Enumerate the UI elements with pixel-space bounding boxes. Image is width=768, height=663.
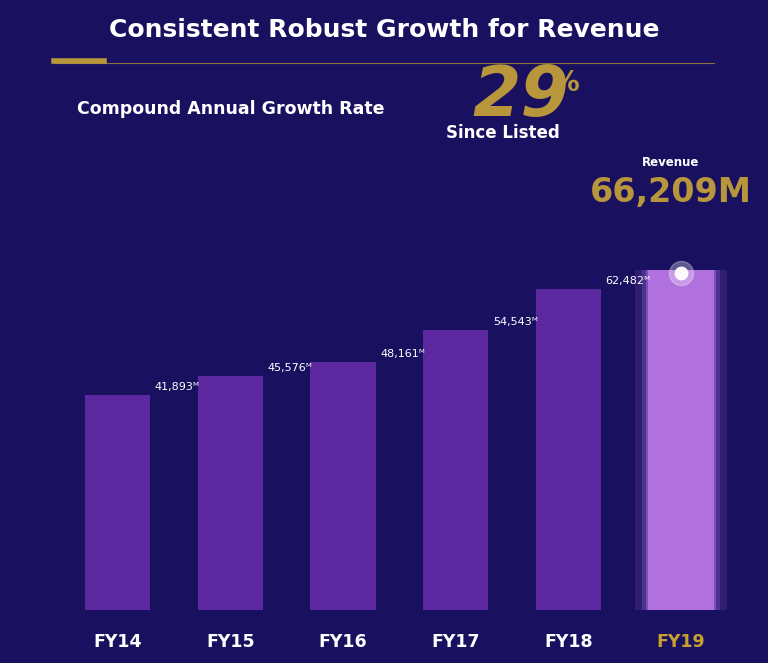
Bar [197, 376, 263, 610]
Point [675, 268, 687, 278]
Bar [423, 330, 488, 610]
Text: FY14: FY14 [94, 633, 142, 651]
Text: FY19: FY19 [657, 633, 705, 651]
Bar [648, 270, 713, 610]
Text: 41,893ᴹ: 41,893ᴹ [155, 382, 200, 392]
Bar [310, 363, 376, 610]
Text: 62,482ᴹ: 62,482ᴹ [605, 276, 650, 286]
Text: 54,543ᴹ: 54,543ᴹ [493, 317, 538, 327]
Bar [635, 270, 727, 610]
Text: 29: 29 [472, 62, 569, 130]
Text: Consistent Robust Growth for Revenue: Consistent Robust Growth for Revenue [109, 18, 659, 42]
Text: FY16: FY16 [319, 633, 367, 651]
Text: FY15: FY15 [206, 633, 255, 651]
Bar [535, 289, 601, 610]
Text: 48,161ᴹ: 48,161ᴹ [380, 349, 425, 359]
Text: 45,576ᴹ: 45,576ᴹ [267, 363, 313, 373]
Text: FY18: FY18 [544, 633, 593, 651]
Point [675, 268, 687, 278]
Text: 66,209M: 66,209M [590, 176, 751, 209]
Text: Compound Annual Growth Rate: Compound Annual Growth Rate [77, 100, 384, 119]
Text: %: % [551, 69, 579, 97]
Text: Revenue: Revenue [642, 156, 699, 169]
Text: Since Listed: Since Listed [446, 123, 560, 142]
Bar [85, 394, 151, 610]
Bar [646, 270, 717, 610]
Bar [642, 270, 720, 610]
Text: FY17: FY17 [432, 633, 480, 651]
